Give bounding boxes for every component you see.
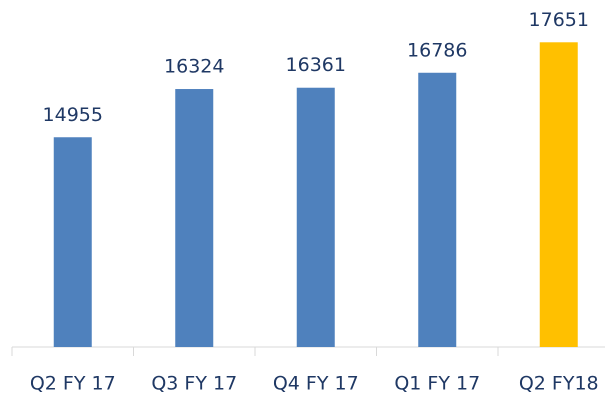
- x-tick-label: Q3 FY 17: [151, 373, 237, 395]
- data-label: 16324: [164, 56, 224, 78]
- bar: [418, 72, 457, 348]
- x-tick-label: Q2 FY 17: [30, 373, 116, 395]
- bar: [539, 42, 578, 348]
- x-tick-label: Q4 FY 17: [273, 373, 359, 395]
- bar: [53, 137, 92, 347]
- x-tick-label: Q2 FY18: [519, 373, 599, 395]
- bar: [296, 87, 335, 348]
- data-label: 17651: [529, 9, 589, 31]
- data-label: 14955: [43, 104, 103, 126]
- data-label: 16361: [286, 54, 346, 76]
- bar: [175, 89, 214, 348]
- data-label: 16786: [407, 39, 467, 61]
- x-tick-label: Q1 FY 17: [394, 373, 480, 395]
